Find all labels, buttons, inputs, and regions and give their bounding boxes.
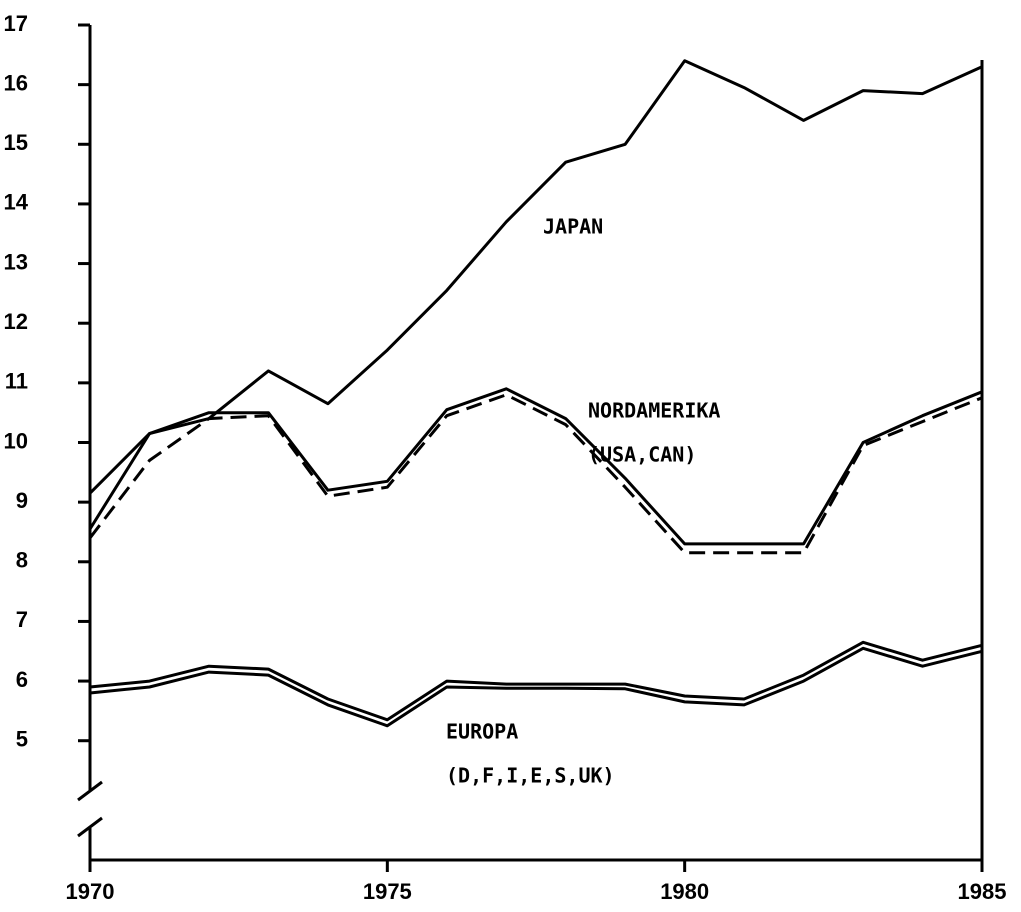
y-tick-label: 11	[5, 369, 28, 394]
y-tick-label: 10	[4, 428, 28, 453]
x-tick-label: 1970	[66, 879, 115, 904]
y-tick-label: 15	[4, 130, 28, 155]
annotation: NORDAMERIKA	[588, 399, 720, 423]
annotation: (USA,CAN)	[588, 443, 696, 467]
y-tick-label: 7	[16, 607, 28, 632]
y-tick-label: 8	[16, 548, 28, 573]
series-line	[88, 59, 983, 495]
series-line	[88, 393, 983, 555]
x-tick-label: 1980	[660, 879, 709, 904]
y-tick-label: 17	[4, 11, 28, 36]
y-tick-label: 6	[16, 667, 28, 692]
y-tick-label: 13	[4, 249, 28, 274]
annotation: JAPAN	[543, 215, 603, 239]
series-line	[89, 646, 983, 728]
series-line	[88, 387, 983, 546]
y-tick-label: 14	[4, 190, 29, 215]
y-tick-label: 16	[4, 70, 28, 95]
x-tick-label: 1985	[958, 879, 1007, 904]
y-tick-label: 5	[16, 727, 28, 752]
y-tick-label: 9	[16, 488, 28, 513]
annotation: (D,F,I,E,S,UK)	[446, 764, 615, 788]
y-tick-label: 12	[4, 309, 28, 334]
x-tick-label: 1975	[363, 879, 412, 904]
series-line	[89, 640, 983, 722]
axis-break	[77, 816, 103, 838]
axis-break	[77, 780, 103, 802]
annotation: EUROPA	[446, 720, 518, 744]
